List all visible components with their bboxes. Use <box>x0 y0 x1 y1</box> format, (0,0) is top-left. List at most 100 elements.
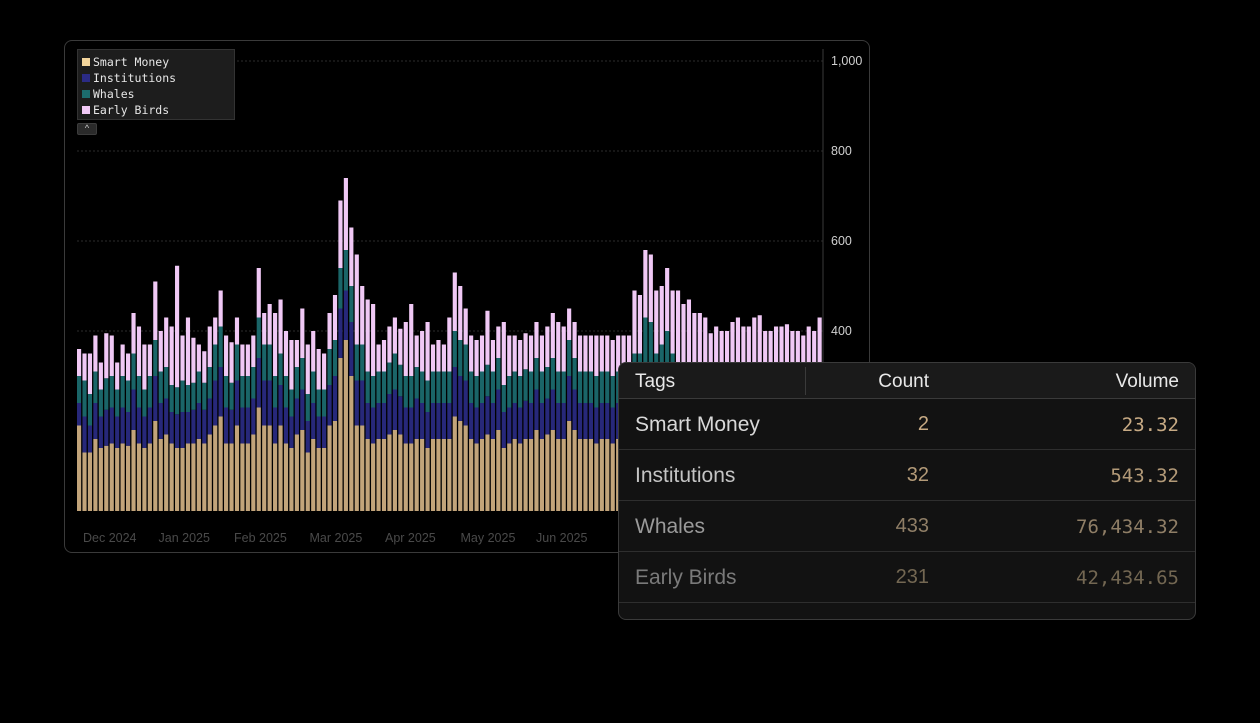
column-header-volume[interactable]: Volume <box>1115 371 1179 392</box>
bar-stack[interactable] <box>414 335 419 512</box>
bar-stack[interactable] <box>202 351 207 511</box>
bar-stack[interactable] <box>599 335 604 512</box>
bar-stack[interactable] <box>147 344 152 512</box>
bar-stack[interactable] <box>371 304 376 511</box>
bar-stack[interactable] <box>191 337 196 511</box>
bar-stack[interactable] <box>234 317 240 512</box>
bar-stack[interactable] <box>267 304 272 511</box>
bar-stack[interactable] <box>381 340 387 511</box>
bar-stack[interactable] <box>229 342 234 511</box>
bar-stack[interactable] <box>360 286 365 511</box>
bar-stack[interactable] <box>605 335 610 512</box>
bar-stack[interactable] <box>528 335 534 512</box>
table-row[interactable]: Whales 433 76,434.32 <box>619 501 1195 552</box>
bar-stack[interactable] <box>338 200 343 512</box>
bar-stack[interactable] <box>322 353 327 512</box>
column-header-tags[interactable]: Tags <box>635 371 676 392</box>
bar-stack[interactable] <box>447 317 452 512</box>
bar-stack[interactable] <box>77 349 82 511</box>
bar-stack[interactable] <box>273 313 278 511</box>
bar-stack[interactable] <box>278 299 283 512</box>
bar-stack[interactable] <box>262 313 267 511</box>
bar-stack[interactable] <box>436 340 441 511</box>
bar-stack[interactable] <box>294 340 299 511</box>
column-header-count[interactable]: Count <box>878 371 929 392</box>
bar-stack[interactable] <box>300 308 305 512</box>
bar-stack[interactable] <box>289 340 294 511</box>
bar-stack[interactable] <box>588 335 593 512</box>
bar-stack[interactable] <box>572 322 577 511</box>
bar-stack[interactable] <box>507 335 512 512</box>
bar-stack[interactable] <box>332 295 338 511</box>
bar-stack[interactable] <box>463 308 468 512</box>
column-divider[interactable] <box>805 367 806 395</box>
bar-stack[interactable] <box>327 313 332 511</box>
bar-stack[interactable] <box>93 335 98 512</box>
table-row[interactable]: Institutions 32 543.32 <box>619 450 1195 501</box>
bar-stack[interactable] <box>115 362 120 512</box>
bar-stack[interactable] <box>136 326 142 512</box>
bar-stack[interactable] <box>158 331 163 511</box>
bar-stack[interactable] <box>180 335 185 512</box>
bar-stack[interactable] <box>283 331 289 511</box>
bar-stack[interactable] <box>425 322 430 511</box>
bar-stack[interactable] <box>610 340 615 511</box>
legend-item-whales[interactable]: Whales <box>82 86 234 102</box>
bar-stack[interactable] <box>240 344 245 512</box>
bar-stack[interactable] <box>441 344 446 512</box>
bar-stack[interactable] <box>164 317 169 512</box>
bar-stack[interactable] <box>479 335 485 512</box>
bar-stack[interactable] <box>496 326 501 512</box>
bar-stack[interactable] <box>153 281 158 512</box>
bar-stack[interactable] <box>474 340 479 511</box>
bar-stack[interactable] <box>556 322 561 511</box>
legend-item-early-birds[interactable]: Early Birds <box>82 102 234 118</box>
bar-stack[interactable] <box>501 322 506 511</box>
bar-stack[interactable] <box>82 353 87 512</box>
bar-stack[interactable] <box>196 344 201 512</box>
bar-stack[interactable] <box>131 313 136 511</box>
bar-stack[interactable] <box>403 322 408 511</box>
bar-stack[interactable] <box>175 265 180 511</box>
bar-stack[interactable] <box>392 317 397 512</box>
bar-stack[interactable] <box>387 326 392 512</box>
bar-stack[interactable] <box>120 344 125 512</box>
bar-stack[interactable] <box>245 344 250 512</box>
bar-stack[interactable] <box>87 353 93 512</box>
bar-stack[interactable] <box>490 340 495 511</box>
bar-stack[interactable] <box>523 333 528 511</box>
bar-stack[interactable] <box>109 335 114 512</box>
table-row[interactable]: Smart Money 2 23.32 <box>619 399 1195 450</box>
bar-stack[interactable] <box>349 227 354 512</box>
bar-stack[interactable] <box>316 349 321 511</box>
legend-collapse-button[interactable]: ^ <box>77 123 97 135</box>
bar-stack[interactable] <box>311 331 316 511</box>
bar-stack[interactable] <box>534 322 539 511</box>
bar-stack[interactable] <box>561 326 566 512</box>
bar-stack[interactable] <box>376 344 381 512</box>
bar-stack[interactable] <box>452 272 457 512</box>
bar-stack[interactable] <box>398 328 403 511</box>
bar-stack[interactable] <box>213 317 218 512</box>
bar-stack[interactable] <box>224 335 229 512</box>
bar-stack[interactable] <box>512 335 517 512</box>
bar-stack[interactable] <box>430 344 436 512</box>
bar-stack[interactable] <box>420 331 425 511</box>
bar-stack[interactable] <box>256 268 261 511</box>
bar-stack[interactable] <box>343 178 348 511</box>
bar-stack[interactable] <box>567 308 572 512</box>
bar-stack[interactable] <box>545 326 550 512</box>
legend-item-institutions[interactable]: Institutions <box>82 70 234 86</box>
legend-item-smart-money[interactable]: Smart Money <box>82 54 234 70</box>
table-row[interactable]: Early Birds 231 42,434.65 <box>619 552 1195 603</box>
bar-stack[interactable] <box>98 362 103 512</box>
bar-stack[interactable] <box>583 335 588 512</box>
bar-stack[interactable] <box>594 335 599 512</box>
bar-stack[interactable] <box>142 344 147 512</box>
bar-stack[interactable] <box>126 353 131 512</box>
bar-stack[interactable] <box>409 304 414 511</box>
bar-stack[interactable] <box>458 286 463 511</box>
bar-stack[interactable] <box>518 340 523 511</box>
bar-stack[interactable] <box>550 313 555 511</box>
bar-stack[interactable] <box>469 335 474 512</box>
